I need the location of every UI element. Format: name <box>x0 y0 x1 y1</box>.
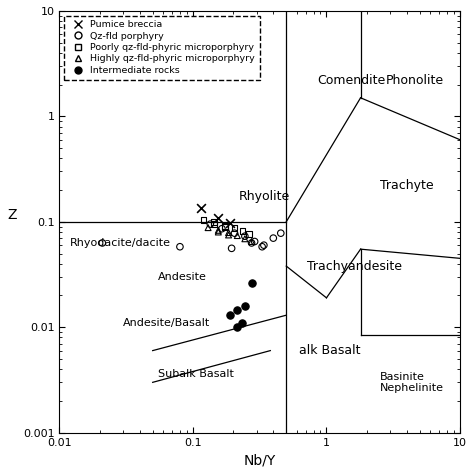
Point <box>226 219 234 227</box>
Legend: Pumice breccia, Qz-fld porphyry, Poorly qz-fld-phyric microporphyry, Highly qz-f: Pumice breccia, Qz-fld porphyry, Poorly … <box>64 16 260 80</box>
Point <box>218 225 226 232</box>
Text: Trachyandesite: Trachyandesite <box>308 260 402 273</box>
Point <box>228 245 236 252</box>
Point <box>204 224 212 231</box>
Point <box>221 222 229 229</box>
Point <box>241 235 249 243</box>
Point <box>225 231 232 239</box>
Text: Phonolite: Phonolite <box>386 74 444 87</box>
Point <box>221 223 229 230</box>
Point <box>234 306 241 314</box>
Point <box>248 238 255 246</box>
Point <box>225 229 232 237</box>
X-axis label: Nb/Y: Nb/Y <box>244 453 276 467</box>
Point <box>176 243 184 251</box>
Point <box>215 227 222 234</box>
Point <box>238 227 246 235</box>
Point <box>234 323 241 331</box>
Point <box>277 229 284 237</box>
Point <box>215 228 222 236</box>
Point <box>200 216 207 223</box>
Text: Subalk Basalt: Subalk Basalt <box>158 369 234 379</box>
Point <box>258 243 266 251</box>
Point <box>241 302 249 310</box>
Point <box>248 280 255 287</box>
Point <box>197 204 205 212</box>
Point <box>231 224 238 231</box>
Point <box>251 238 258 246</box>
Text: Andesite/Basalt: Andesite/Basalt <box>123 318 210 328</box>
Point <box>260 241 268 249</box>
Point <box>215 214 222 222</box>
Text: Rhyodacite/dacite: Rhyodacite/dacite <box>70 238 171 248</box>
Text: Basinite
Nephelinite: Basinite Nephelinite <box>380 372 444 393</box>
Point <box>207 220 214 228</box>
Text: alk Basalt: alk Basalt <box>299 344 360 357</box>
Point <box>234 232 241 239</box>
Text: Comendite: Comendite <box>317 74 385 87</box>
Text: Andesite: Andesite <box>158 272 207 282</box>
Text: Trachyte: Trachyte <box>380 179 433 192</box>
Text: Rhyolite: Rhyolite <box>238 190 290 203</box>
Point <box>210 220 218 228</box>
Point <box>231 229 238 237</box>
Point <box>238 319 246 327</box>
Point <box>226 311 234 319</box>
Point <box>246 230 253 237</box>
Point <box>248 239 255 247</box>
Point <box>241 232 249 240</box>
Point <box>210 218 218 226</box>
Point <box>99 239 106 247</box>
Point <box>270 234 277 242</box>
Y-axis label: Z: Z <box>7 208 17 222</box>
